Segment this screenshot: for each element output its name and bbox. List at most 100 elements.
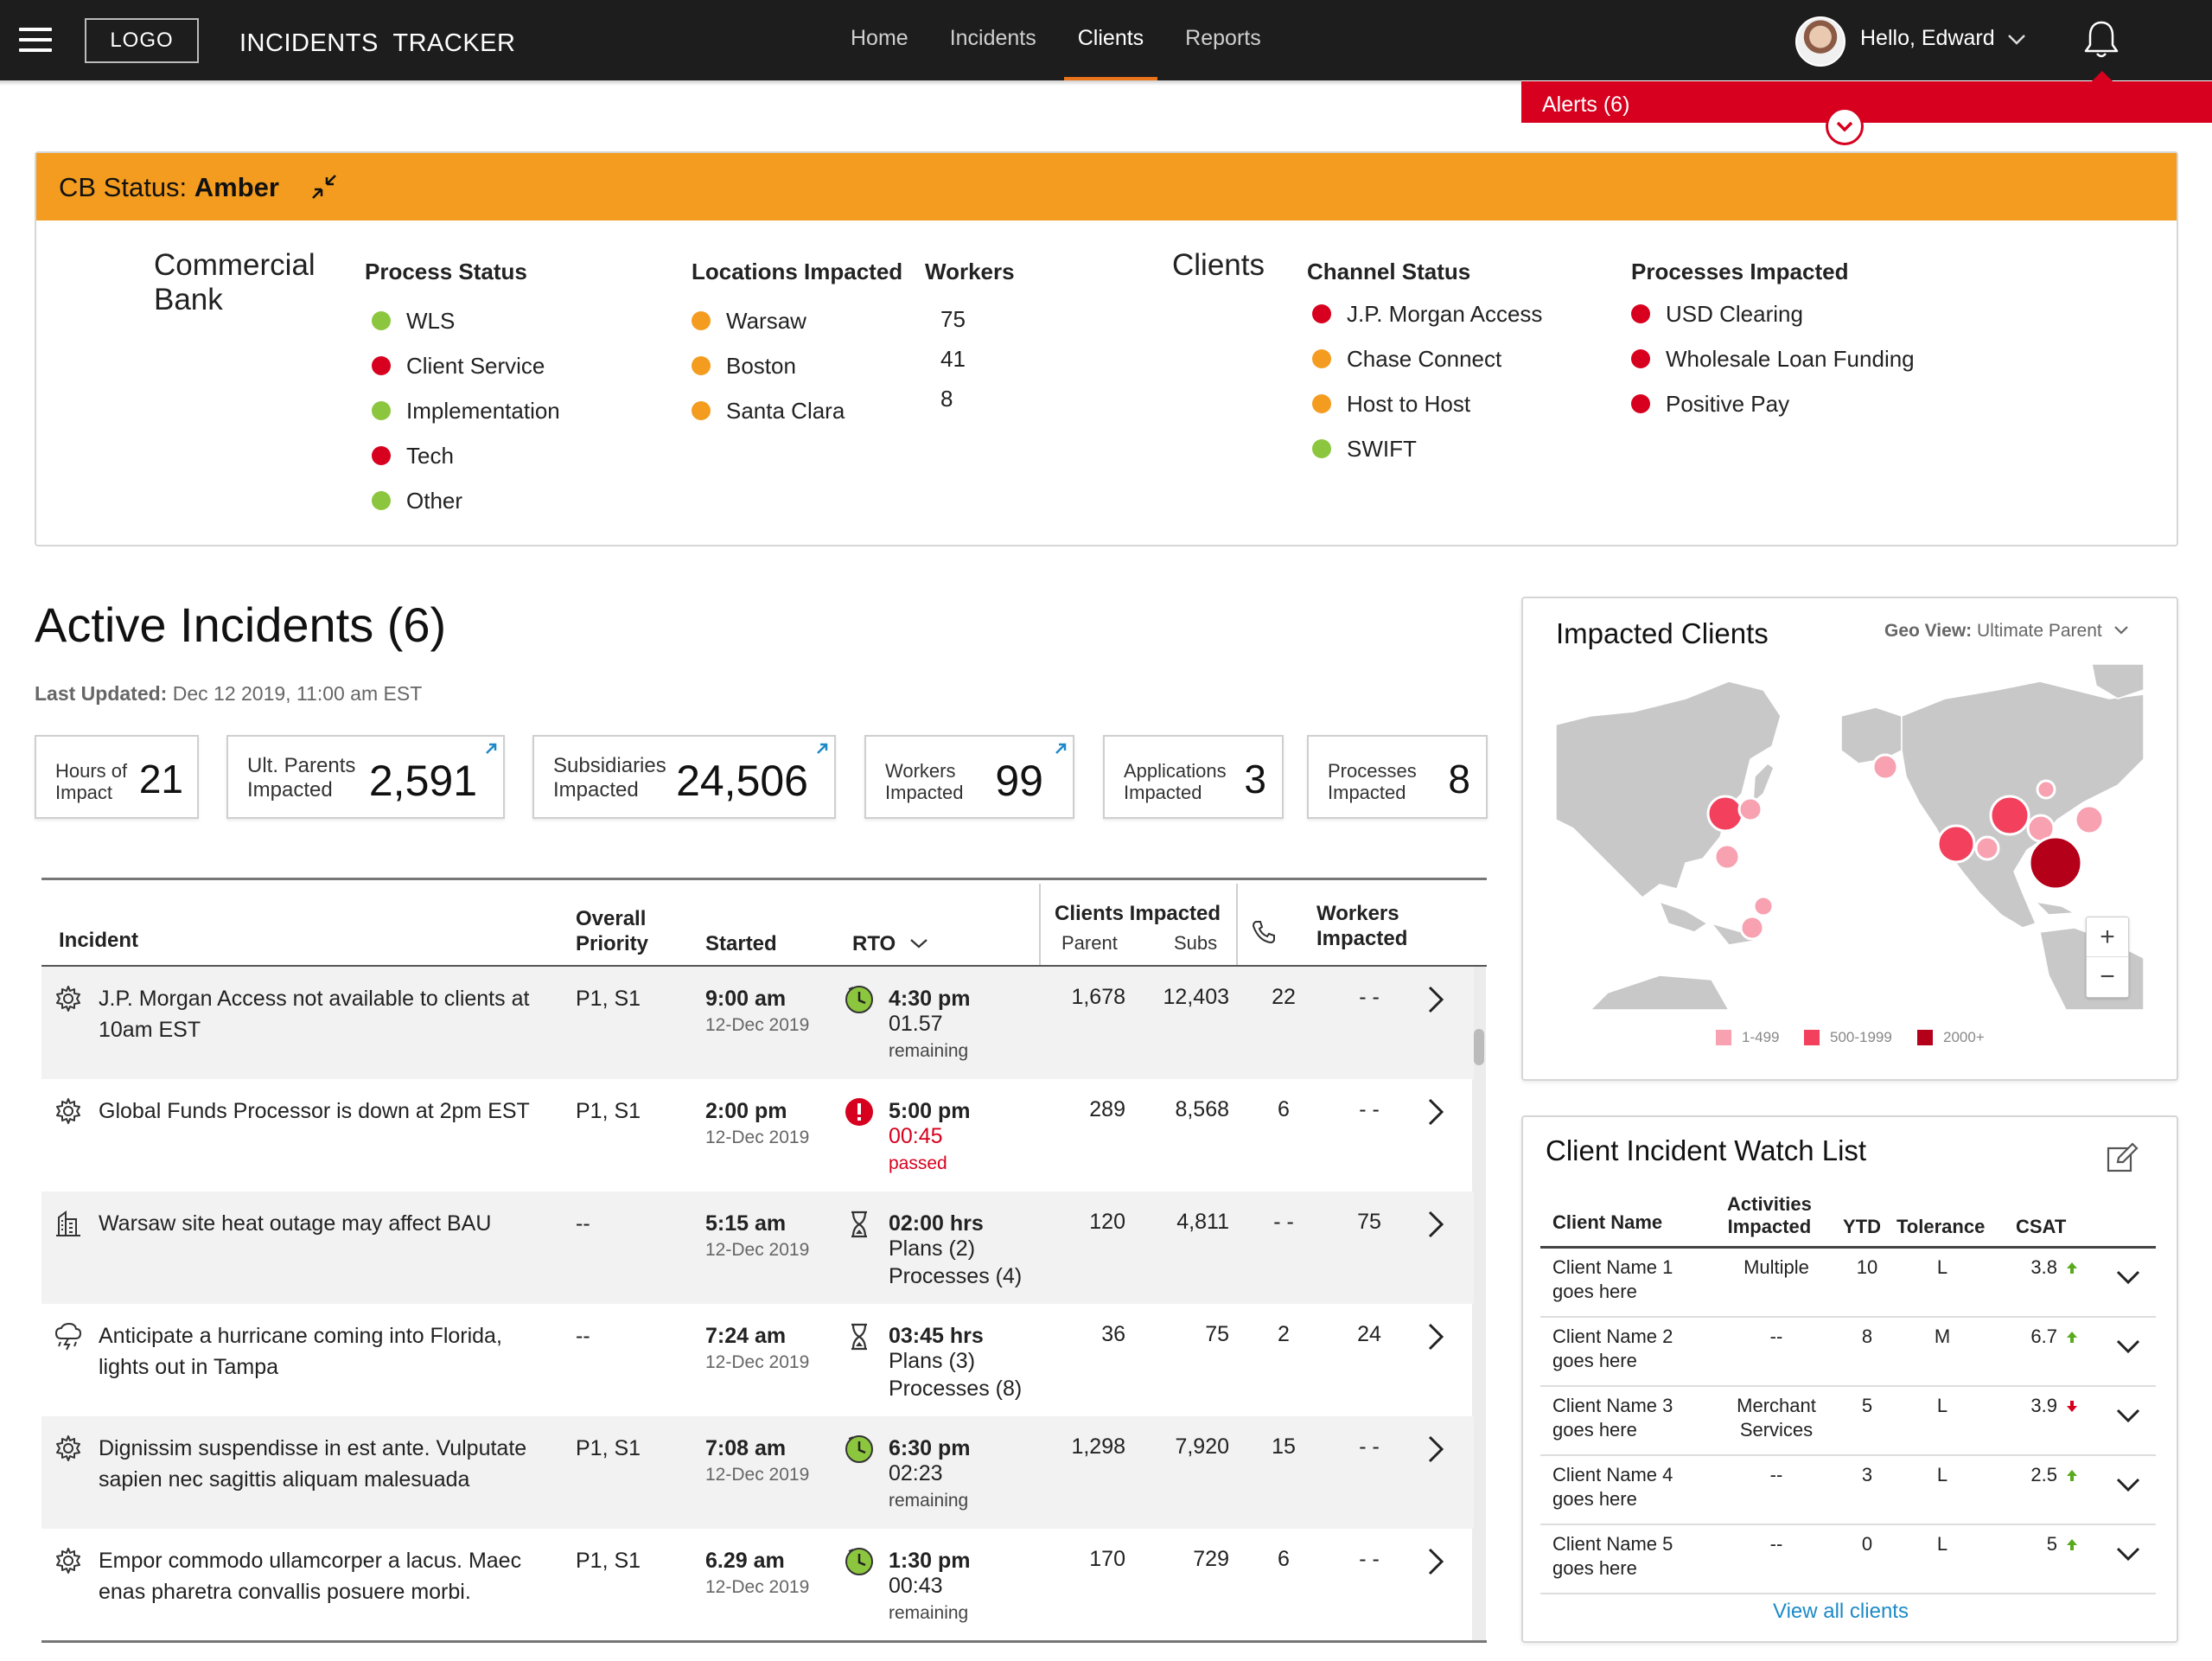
col-overall-priority[interactable]: Overall Priority	[576, 906, 648, 956]
user-greeting[interactable]: Hello, Edward	[1860, 26, 1995, 50]
watch-list-row[interactable]: Client Name 1 goes here Multiple 10 L 3.8	[1540, 1249, 2156, 1318]
col-activities-impacted[interactable]: Activities Impacted	[1727, 1193, 1812, 1238]
kpi-subsidiaries-impacted[interactable]: Subsidiaries Impacted 24,506	[532, 735, 836, 819]
clock-icon	[844, 1546, 875, 1577]
watch-list-title: Client Incident Watch List	[1546, 1134, 1867, 1166]
col-csat[interactable]: CSAT	[2016, 1216, 2067, 1237]
chevron-down-icon[interactable]	[2114, 1337, 2142, 1356]
app-title: INCIDENTS TRACKER	[239, 29, 516, 57]
col-started[interactable]: Started	[705, 932, 777, 955]
process-impacted-label: Wholesale Loan Funding	[1666, 345, 1915, 372]
nav-reports[interactable]: Reports	[1185, 26, 1261, 50]
col-subs[interactable]: Subs	[1174, 932, 1218, 954]
watch-list-row[interactable]: Client Name 3 goes here Merchant Services 5 L…	[1540, 1387, 2156, 1456]
table-row[interactable]: Dignissim suspendisse in est ante. Vulpu…	[41, 1416, 1474, 1529]
map-bubble[interactable]	[1713, 843, 1741, 871]
start-time: 9:00 am	[705, 987, 787, 1011]
incident-title[interactable]: Anticipate a hurricane coming into Flori…	[99, 1320, 583, 1383]
chevron-down-icon[interactable]	[2005, 28, 2028, 50]
watch-list-row[interactable]: Client Name 5 goes here -- 0 L 5	[1540, 1525, 2156, 1594]
kpi-hours-of-impact[interactable]: Hours of Impact 21	[35, 735, 199, 819]
chevron-right-icon[interactable]	[1425, 1096, 1447, 1128]
bell-icon[interactable]	[2081, 19, 2121, 61]
hamburger-menu-icon[interactable]	[19, 28, 52, 52]
map-bubble[interactable]	[1739, 915, 1765, 941]
col-tolerance[interactable]: Tolerance	[1896, 1216, 1986, 1237]
map-bubble[interactable]	[1974, 835, 2000, 861]
alerts-bar[interactable]: Alerts (6)	[1521, 81, 2212, 123]
table-row[interactable]: J.P. Morgan Access not available to clie…	[41, 967, 1474, 1079]
incident-title[interactable]: Dignissim suspendisse in est ante. Vulpu…	[99, 1433, 583, 1495]
clients-parent: 289	[1089, 1097, 1125, 1121]
nav-clients[interactable]: Clients	[1057, 0, 1164, 80]
collapse-icon[interactable]	[309, 172, 339, 201]
table-row[interactable]: Empor commodo ullamcorper a lacus. Maec e…	[41, 1529, 1474, 1641]
kpi-workers-impacted[interactable]: Workers Impacted 99	[864, 735, 1074, 819]
watch-list-row[interactable]: Client Name 4 goes here -- 3 L 2.5	[1540, 1456, 2156, 1525]
col-label-line: Workers	[1316, 902, 1399, 925]
list-item: Client Service	[372, 343, 560, 388]
clients-heading: Clients	[1172, 248, 1265, 282]
map-bubble[interactable]	[1737, 796, 1763, 822]
incident-title[interactable]: Empor commodo ullamcorper a lacus. Maec e…	[99, 1545, 583, 1607]
chevron-right-icon[interactable]	[1425, 1434, 1447, 1465]
kpi-value: 8	[1448, 757, 1470, 802]
chevron-down-icon[interactable]	[2114, 1406, 2142, 1425]
table-scrollbar[interactable]	[1472, 967, 1486, 1640]
kpi-ult-parents-impacted[interactable]: Ult. Parents Impacted 2,591	[226, 735, 505, 819]
chevron-right-icon[interactable]	[1425, 1321, 1447, 1352]
avatar[interactable]	[1795, 16, 1845, 67]
map-bubble[interactable]	[1871, 753, 1899, 781]
map-bubble[interactable]	[1936, 824, 1976, 864]
arrow-up-icon	[2067, 1332, 2077, 1343]
kpi-value: 3	[1244, 757, 1266, 802]
nav-incidents[interactable]: Incidents	[949, 26, 1036, 50]
map-bubble[interactable]	[2074, 804, 2105, 835]
table-row[interactable]: Warsaw site heat outage may affect BAU --…	[41, 1191, 1474, 1304]
incident-title[interactable]: J.P. Morgan Access not available to clie…	[99, 983, 583, 1045]
priority: P1, S1	[576, 987, 641, 1011]
col-rto[interactable]: RTO	[852, 931, 929, 956]
col-incident[interactable]: Incident	[59, 929, 139, 952]
incident-title[interactable]: Global Funds Processor is down at 2pm ES…	[99, 1096, 583, 1127]
locations-heading: Locations Impacted	[692, 259, 903, 284]
kpi-applications-impacted[interactable]: Applications Impacted 3	[1103, 735, 1284, 819]
last-updated: Last Updated: Dec 12 2019, 11:00 am EST	[35, 682, 422, 706]
table-scrollbar-thumb[interactable]	[1474, 1029, 1484, 1065]
edit-icon[interactable]	[2106, 1141, 2140, 1174]
zoom-out-button[interactable]: −	[2100, 962, 2115, 991]
map-bubble[interactable]	[2036, 779, 2056, 800]
impacted-clients-map[interactable]	[1556, 664, 2144, 1010]
map-bubble[interactable]	[2028, 835, 2083, 891]
map-bubble[interactable]	[1706, 795, 1744, 833]
external-link-icon[interactable]	[484, 742, 498, 756]
view-all-clients-link[interactable]: View all clients	[1773, 1600, 1909, 1623]
map-legend-item: 500-1999	[1804, 1029, 1892, 1046]
zoom-in-button[interactable]: +	[2087, 917, 2128, 957]
nav-home[interactable]: Home	[851, 26, 908, 50]
logo[interactable]: LOGO	[85, 18, 199, 63]
map-bubble[interactable]	[1989, 795, 2030, 836]
watch-list-header-border	[1540, 1246, 2156, 1249]
chevron-right-icon[interactable]	[1425, 1546, 1447, 1577]
map-bubble[interactable]	[1752, 895, 1775, 917]
watch-list-row[interactable]: Client Name 2 goes here -- 8 M 6.7	[1540, 1318, 2156, 1387]
external-link-icon[interactable]	[815, 742, 829, 756]
chevron-down-icon[interactable]	[2114, 1544, 2142, 1563]
col-ytd[interactable]: YTD	[1843, 1216, 1881, 1237]
external-link-icon[interactable]	[1054, 742, 1068, 756]
incident-title[interactable]: Warsaw site heat outage may affect BAU	[99, 1208, 583, 1239]
expand-alerts-button[interactable]	[1826, 107, 1864, 145]
col-workers-impacted[interactable]: Workers Impacted	[1316, 901, 1407, 951]
chevron-down-icon[interactable]	[2114, 1268, 2142, 1287]
table-row[interactable]: Global Funds Processor is down at 2pm ES…	[41, 1079, 1474, 1191]
chevron-right-icon[interactable]	[1425, 984, 1447, 1015]
col-client-name[interactable]: Client Name	[1552, 1211, 1663, 1233]
phone-icon[interactable]	[1250, 918, 1278, 946]
chevron-down-icon[interactable]	[2114, 1475, 2142, 1494]
kpi-processes-impacted[interactable]: Processes Impacted 8	[1307, 735, 1488, 819]
table-row[interactable]: Anticipate a hurricane coming into Flori…	[41, 1304, 1474, 1416]
chevron-right-icon[interactable]	[1425, 1209, 1447, 1240]
geo-view-select[interactable]: Geo View: Ultimate Parent	[1884, 621, 2130, 642]
col-parent[interactable]: Parent	[1061, 932, 1118, 954]
